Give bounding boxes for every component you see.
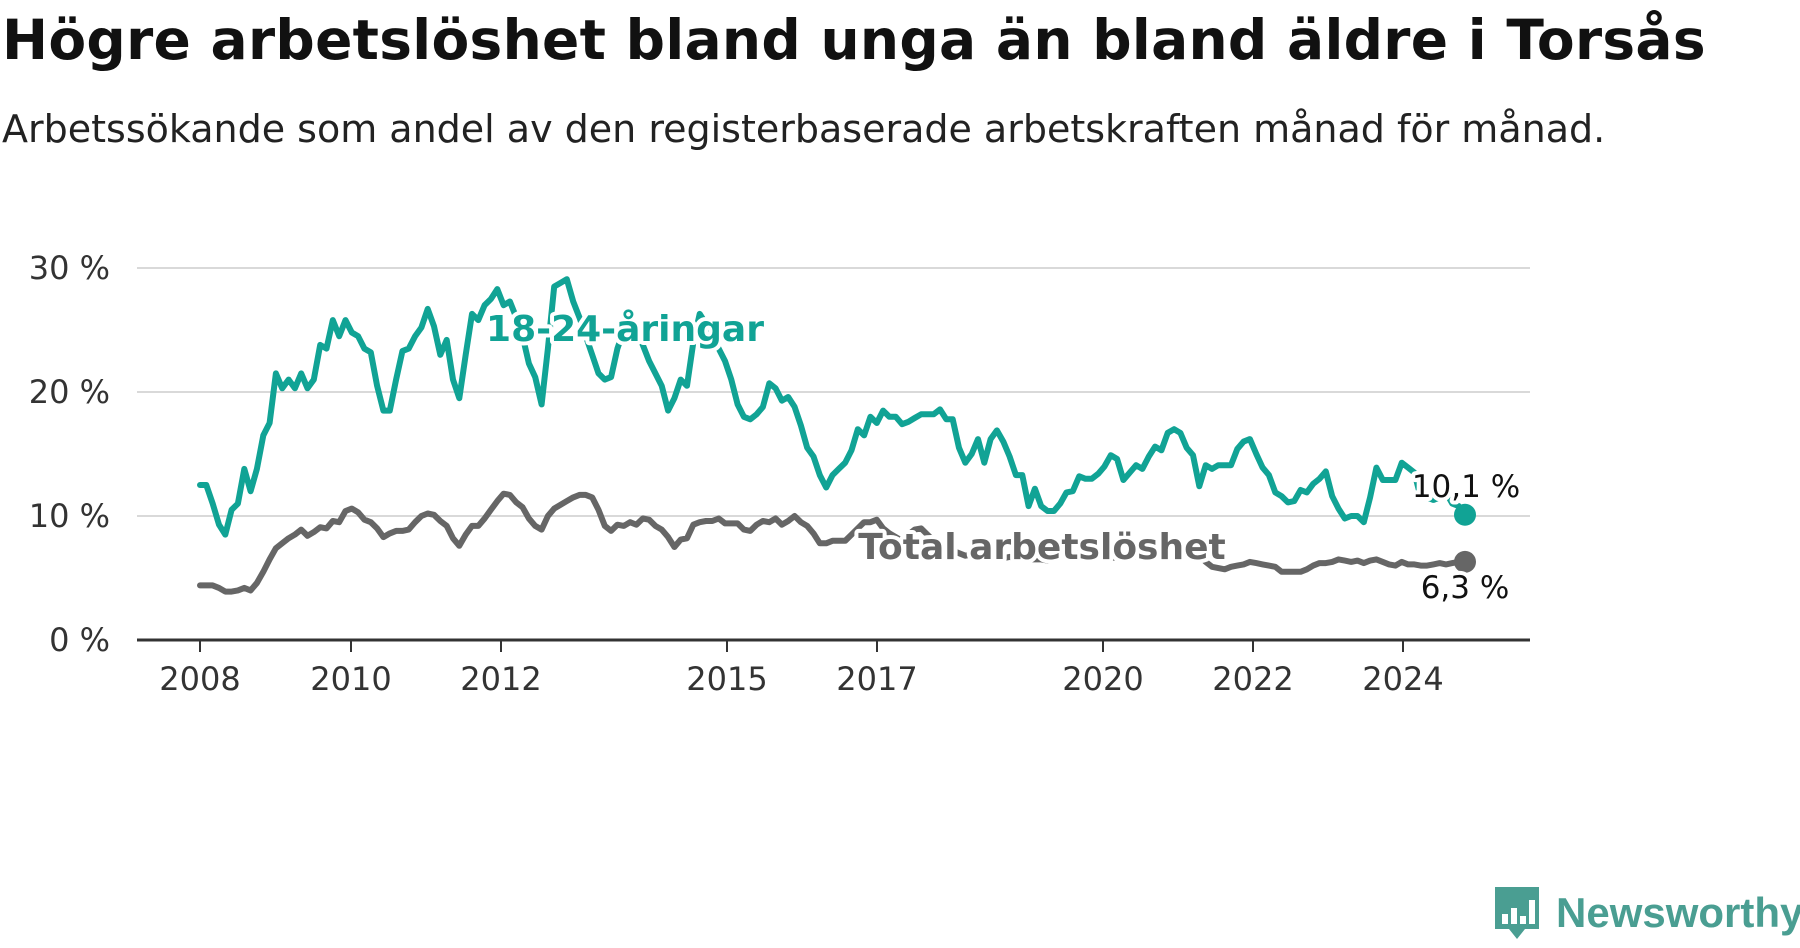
series-end-point-0 xyxy=(1454,503,1476,526)
series-name-label-total-halo: Total arbetslöshet xyxy=(858,527,1226,568)
series-line-1 xyxy=(197,490,1468,595)
x-tick-label: 2022 xyxy=(1212,660,1293,698)
series-lines xyxy=(197,276,1476,595)
series-end-point-1 xyxy=(1454,550,1476,573)
chart-title: Högre arbetslöshet bland unga än bland ä… xyxy=(2,8,1706,72)
y-axis-ticks: 0 % 10 % 20 % 30 % xyxy=(29,249,110,659)
y-tick-label: 10 % xyxy=(29,497,110,535)
x-tick-label: 2024 xyxy=(1362,660,1443,698)
y-tick-label: 30 % xyxy=(29,249,110,287)
x-tick-label: 2010 xyxy=(310,660,391,698)
y-tick-label: 20 % xyxy=(29,373,110,411)
chart-subtitle: Arbetssökande som andel av den registerb… xyxy=(2,107,1606,151)
bar-chart-speech-bubble-icon xyxy=(1495,887,1539,939)
end-value-label-total-halo: 6,3 % xyxy=(1421,570,1510,606)
brand-logo: Newsworthy xyxy=(1492,884,1800,942)
gridlines xyxy=(137,267,1530,642)
end-value-label-total: 6,3 % xyxy=(1421,570,1510,606)
end-value-label-youth: 10,1 % xyxy=(1412,469,1520,505)
series-name-label-youth: 18-24-åringar xyxy=(486,309,764,350)
series-name-label-youth-halo: 18-24-åringar xyxy=(486,309,764,350)
y-tick-label: 0 % xyxy=(49,621,110,659)
series-name-label-total: Total arbetslöshet xyxy=(858,527,1226,568)
brand-name: Newsworthy xyxy=(1556,889,1800,936)
end-value-label-youth-halo: 10,1 % xyxy=(1412,469,1520,505)
x-tick-label: 2012 xyxy=(460,660,541,698)
x-tick-label: 2017 xyxy=(836,660,917,698)
x-axis-ticks: 2008 2010 2012 2015 2017 2020 2022 2024 xyxy=(159,640,1444,698)
x-tick-label: 2008 xyxy=(159,660,240,698)
x-tick-label: 2020 xyxy=(1062,660,1143,698)
x-tick-label: 2015 xyxy=(686,660,767,698)
series-line-0 xyxy=(197,276,1468,538)
